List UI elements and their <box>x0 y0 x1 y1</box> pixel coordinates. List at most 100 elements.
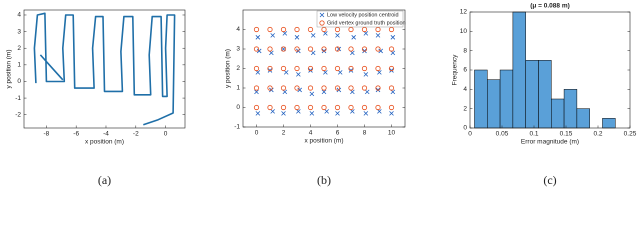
caption: (c) <box>543 173 556 187</box>
x-tick-label: -2 <box>133 131 139 138</box>
marker-x <box>390 35 396 40</box>
marker-x <box>254 89 259 95</box>
marker-circle <box>280 46 287 52</box>
marker-circle <box>334 85 341 91</box>
marker-circle <box>267 65 273 72</box>
axes-box <box>243 10 405 127</box>
marker-circle <box>280 85 287 91</box>
x-tick-label: 0.2 <box>593 131 602 138</box>
marker-circle <box>388 85 395 91</box>
chart-title: (μ = 0.088 m) <box>530 3 570 10</box>
y-tick-label: 3 <box>236 46 240 53</box>
y-tick-label: 4 <box>17 12 21 19</box>
marker-circle <box>321 104 327 111</box>
marker-circle <box>334 46 341 52</box>
marker-circle <box>280 26 287 33</box>
x-tick-label: 0 <box>255 130 259 137</box>
marker-circle <box>267 46 273 52</box>
marker-x <box>337 70 343 75</box>
marker-circle <box>294 85 300 91</box>
marker-circle <box>388 26 395 33</box>
marker-circle <box>294 104 300 111</box>
y-axis-label: y position (m) <box>6 49 13 88</box>
x-tick-label: 0.05 <box>496 131 509 138</box>
marker-x <box>309 91 315 97</box>
marker-circle <box>361 65 368 72</box>
page: -8 -6 -4 -2 0 -2 -1 0 1 2 3 4 x position (m) y positi… <box>5 2 637 187</box>
y-tick-label: 1 <box>17 62 21 69</box>
x-tick-label: 0.25 <box>624 131 637 138</box>
x-axis-label: Error magnitude (m) <box>521 139 579 146</box>
marker-x <box>270 109 275 114</box>
marker-circle <box>253 85 260 91</box>
marker-circle <box>348 46 354 52</box>
marker-circle <box>294 46 300 52</box>
x-tick-label: 10 <box>388 130 396 137</box>
marker-circle <box>267 104 273 111</box>
hist-bar <box>499 69 514 129</box>
marker-circle <box>361 85 368 91</box>
x-tick-label: -6 <box>73 131 79 138</box>
axes-frame <box>23 9 186 129</box>
marker-x <box>375 33 381 38</box>
legend-box <box>316 10 404 28</box>
y-tick-label: 10 <box>460 28 468 35</box>
marker-circle <box>307 65 314 72</box>
marker-circle <box>321 65 327 72</box>
hist-bar <box>602 118 616 129</box>
x-tick-label: 0 <box>468 131 472 138</box>
x-tick-label: -8 <box>43 131 49 138</box>
marker-circle <box>361 26 368 33</box>
marker-circle <box>253 65 260 72</box>
legend-marker <box>319 12 325 18</box>
marker-circle <box>321 46 327 52</box>
hist-bar <box>512 11 526 129</box>
x-tick-label: -4 <box>103 131 109 138</box>
marker-x <box>351 35 356 40</box>
x-tick-label: 2 <box>282 130 286 137</box>
hist-bar <box>551 98 565 129</box>
y-tick-label: 4 <box>236 26 240 33</box>
marker-x <box>389 111 394 116</box>
marker-x <box>309 111 315 116</box>
y-tick-label: 0 <box>17 78 21 85</box>
hist-bar <box>487 79 501 129</box>
marker-x <box>378 48 383 54</box>
y-axis-label: Frequency <box>452 54 459 85</box>
marker-circle <box>294 26 300 33</box>
x-axis-label: x position (m) <box>304 138 343 145</box>
marker-circle <box>375 46 381 52</box>
marker-circle <box>361 104 368 111</box>
marker-circle <box>280 65 287 72</box>
marker-x <box>363 72 369 77</box>
marker-x <box>283 70 289 75</box>
marker-circle <box>334 65 341 72</box>
y-tick-label: -1 <box>15 95 21 102</box>
marker-x <box>255 111 261 116</box>
marker-x <box>270 33 275 38</box>
y-tick-label: 6 <box>463 67 467 74</box>
hist-bar <box>538 60 552 129</box>
y-tick-label: 1 <box>236 85 240 92</box>
marker-circle <box>253 26 260 33</box>
x-tick-label: 0.1 <box>529 131 538 138</box>
marker-circle <box>253 46 260 52</box>
marker-x <box>281 111 286 116</box>
trajectory <box>33 12 176 126</box>
marker-x <box>363 111 369 116</box>
marker-x <box>310 33 316 38</box>
y-tick-label: 3 <box>17 28 21 35</box>
marker-circle <box>294 65 300 72</box>
marker-circle <box>375 26 381 33</box>
y-tick-label: -2 <box>15 111 21 118</box>
marker-circle <box>348 104 354 111</box>
x-axis-label: x position (m) <box>85 139 124 146</box>
x-tick-label: 6 <box>336 130 340 137</box>
y-tick-label: 2 <box>17 45 21 52</box>
marker-x <box>294 35 300 40</box>
marker-x <box>297 87 302 93</box>
marker-circle <box>375 104 381 111</box>
marker-circle <box>334 26 341 33</box>
y-tick-label: -1 <box>234 124 240 131</box>
marker-x <box>324 109 329 114</box>
